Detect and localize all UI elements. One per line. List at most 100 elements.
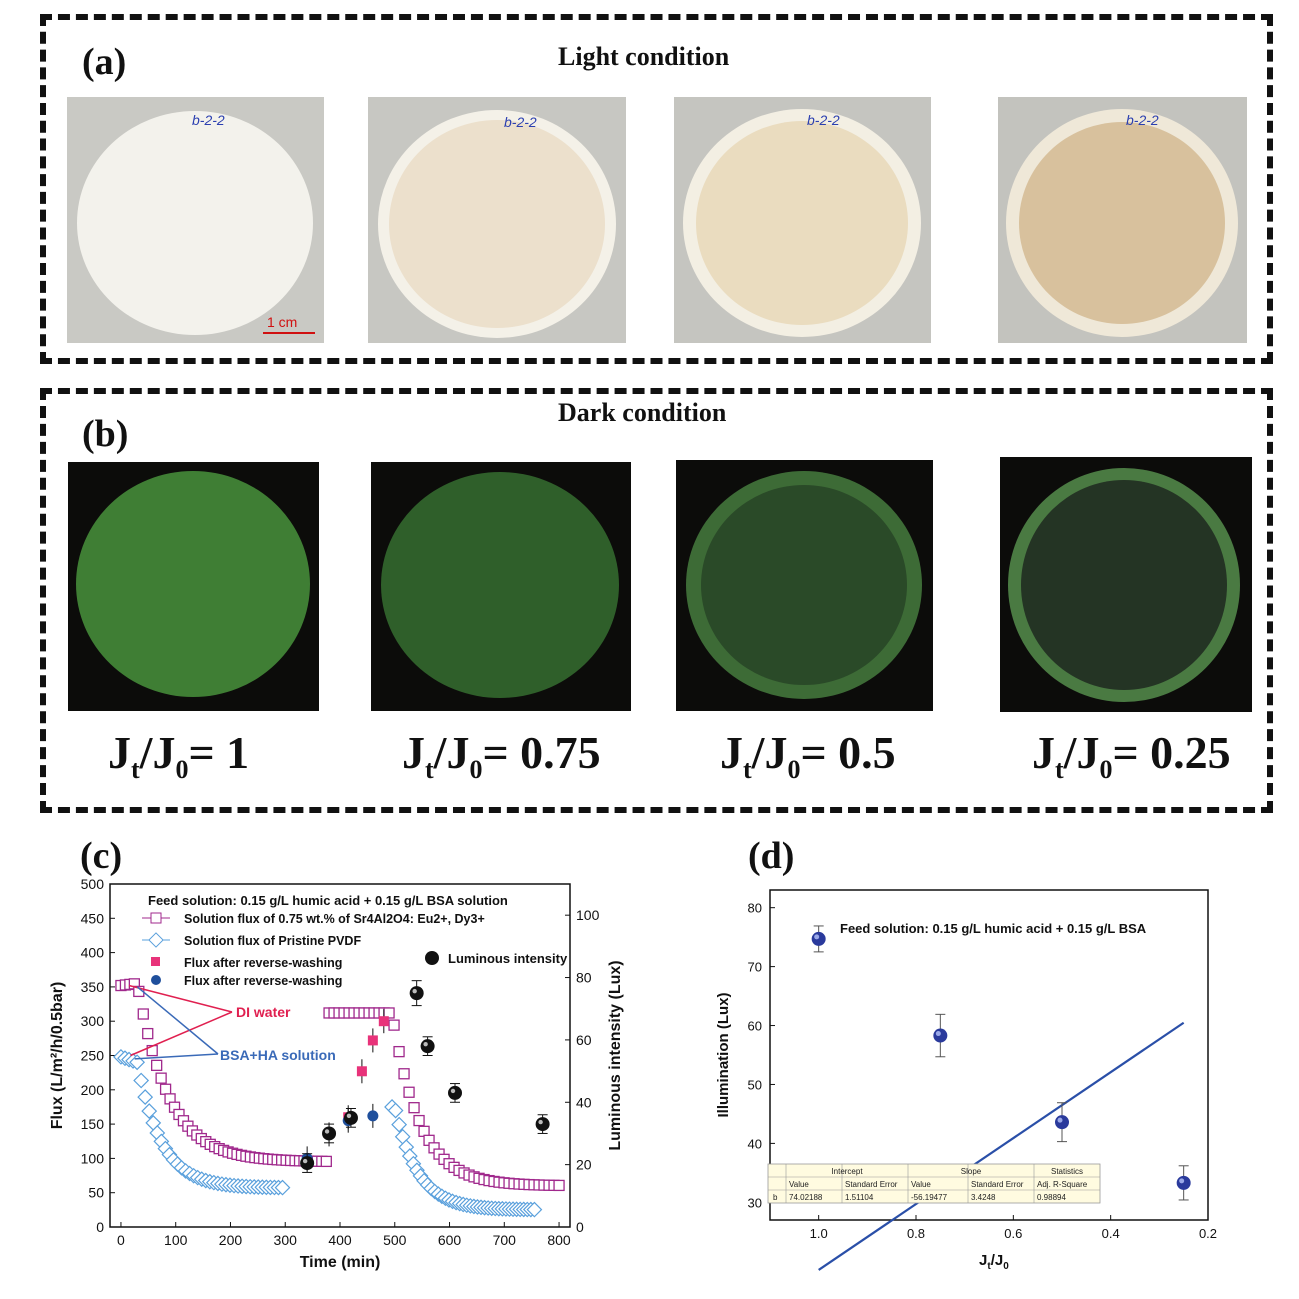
table-column-header: Standard Error [971, 1180, 1024, 1189]
y-tick-label: 70 [748, 960, 762, 975]
dark-condition-panel [40, 388, 1273, 813]
membrane-photo-light-2: b-2-2 [368, 97, 626, 343]
y-tick-label: 30 [748, 1195, 762, 1210]
x-tick-label: 400 [328, 1232, 352, 1248]
table-cell: 0.98894 [1037, 1193, 1066, 1202]
y2-tick-label: 100 [576, 907, 600, 923]
x-tick-label: 100 [164, 1232, 188, 1248]
data-point [1055, 1115, 1069, 1130]
x-tick-label: 1.0 [810, 1226, 828, 1241]
y2-tick-label: 0 [576, 1219, 584, 1235]
y-tick-label: 250 [81, 1048, 105, 1064]
x-tick-label: 300 [274, 1232, 298, 1248]
y-tick-label: 50 [88, 1185, 104, 1201]
legend-label: Solution flux of 0.75 wt.% of Sr4Al2O4: … [184, 912, 485, 926]
pristine-flux-point [391, 1116, 408, 1133]
table-cell: -56.19477 [911, 1193, 948, 1202]
y-tick-label: 300 [81, 1013, 105, 1029]
table-row-label: b [773, 1193, 778, 1202]
photo-tag: b-2-2 [504, 114, 537, 130]
membrane-disc [77, 111, 313, 335]
y-tick-label: 150 [81, 1116, 105, 1132]
legend-marker [150, 912, 162, 924]
annotation-di-water: DI water [236, 1004, 291, 1020]
x-tick-label: 0.8 [907, 1226, 925, 1241]
x-tick-label: 0 [117, 1232, 125, 1248]
doped-flux-point [137, 1008, 149, 1020]
x-tick-label: 200 [219, 1232, 243, 1248]
light-condition-title: Light condition [558, 42, 730, 71]
y2-axis-title: Luminous intensity (Lux) [607, 960, 624, 1150]
table-column-header: Value [911, 1180, 931, 1189]
table-group-header: Slope [961, 1167, 982, 1176]
pristine-flux-point [133, 1072, 150, 1089]
doped-flux-point [393, 1045, 405, 1058]
y2-tick-label: 20 [576, 1157, 592, 1173]
dark-condition-title: Dark condition [558, 398, 727, 427]
y-tick-label: 80 [748, 901, 762, 916]
y-tick-label: 400 [81, 945, 105, 961]
ratio-label-1: Jt/J0= 1 [108, 727, 250, 785]
stats-table [767, 1163, 1101, 1204]
annotation-bsa-ha: BSA+HA solution [220, 1047, 336, 1063]
pristine-flux-point [137, 1089, 154, 1105]
membrane-photo-dark-3 [676, 460, 933, 711]
table-column-header: Standard Error [845, 1180, 898, 1189]
reverse-wash-flux-pink [356, 1066, 367, 1077]
pristine-flux-point [387, 1102, 404, 1119]
legend-marker [425, 951, 439, 965]
data-point-highlight [814, 934, 820, 940]
membrane-photo-dark-2 [371, 462, 631, 711]
doped-flux-point [398, 1068, 410, 1080]
legend-label: Flux after reverse-washing [184, 956, 342, 970]
photo-tag: b-2-2 [807, 112, 840, 128]
y-tick-label: 40 [748, 1136, 762, 1151]
doped-flux-point [408, 1102, 420, 1114]
doped-flux-point [155, 1072, 167, 1084]
table-cell: 74.02188 [789, 1193, 823, 1202]
panel-a-label: (a) [82, 41, 127, 83]
x-tick-label: 0.6 [1004, 1226, 1022, 1241]
y-tick-label: 60 [748, 1019, 762, 1034]
luminous-intensity-point [535, 1117, 550, 1132]
data-point [933, 1028, 948, 1043]
y2-tick-label: 40 [576, 1094, 592, 1110]
table-cell: 1.51104 [845, 1193, 874, 1202]
photo-tag: b-2-2 [192, 112, 225, 128]
doped-flux-point [151, 1059, 163, 1072]
scale-bar-label: 1 cm [267, 314, 297, 330]
luminous-highlight [346, 1113, 352, 1119]
x-axis-title: Time (min) [300, 1254, 381, 1271]
x-tick-label: 800 [547, 1232, 571, 1248]
x-axis-title: Jt/J0 [979, 1252, 1009, 1272]
annotation-arrow [130, 1011, 233, 1057]
data-point [1176, 1175, 1191, 1190]
y-tick-label: 200 [81, 1082, 105, 1098]
plot-frame [769, 889, 1209, 1221]
luminous-intensity-point [409, 986, 424, 1001]
fit-line [818, 1021, 1185, 1271]
membrane-disc [696, 121, 908, 325]
doped-flux-point [553, 1179, 565, 1192]
membrane-disc [1019, 122, 1225, 324]
annotation-arrow [128, 984, 233, 1013]
table-group-header: Statistics [1051, 1167, 1083, 1176]
membrane-disc [389, 120, 605, 328]
ratio-label-4: Jt/J0= 0.25 [1032, 727, 1231, 785]
y-axis-title: Illumination (Lux) [715, 993, 732, 1118]
legend-marker [151, 975, 161, 985]
ratio-label-2: Jt/J0= 0.75 [402, 727, 601, 785]
luminous-intensity-point [300, 1156, 315, 1171]
table-cell: 3.4248 [971, 1193, 996, 1202]
pristine-flux-point [141, 1103, 158, 1120]
annotation-arrow [136, 986, 219, 1055]
pristine-flux-point [526, 1201, 543, 1218]
luminous-intensity-point [420, 1039, 435, 1054]
doped-flux-point [320, 1155, 332, 1168]
luminous-highlight [302, 1158, 308, 1164]
y-tick-label: 0 [96, 1219, 104, 1235]
glowing-membrane [701, 485, 907, 685]
chart-c-title: Feed solution: 0.15 g/L humic acid + 0.1… [148, 893, 508, 908]
doped-flux-point [388, 1019, 400, 1031]
y2-tick-label: 80 [576, 970, 592, 986]
